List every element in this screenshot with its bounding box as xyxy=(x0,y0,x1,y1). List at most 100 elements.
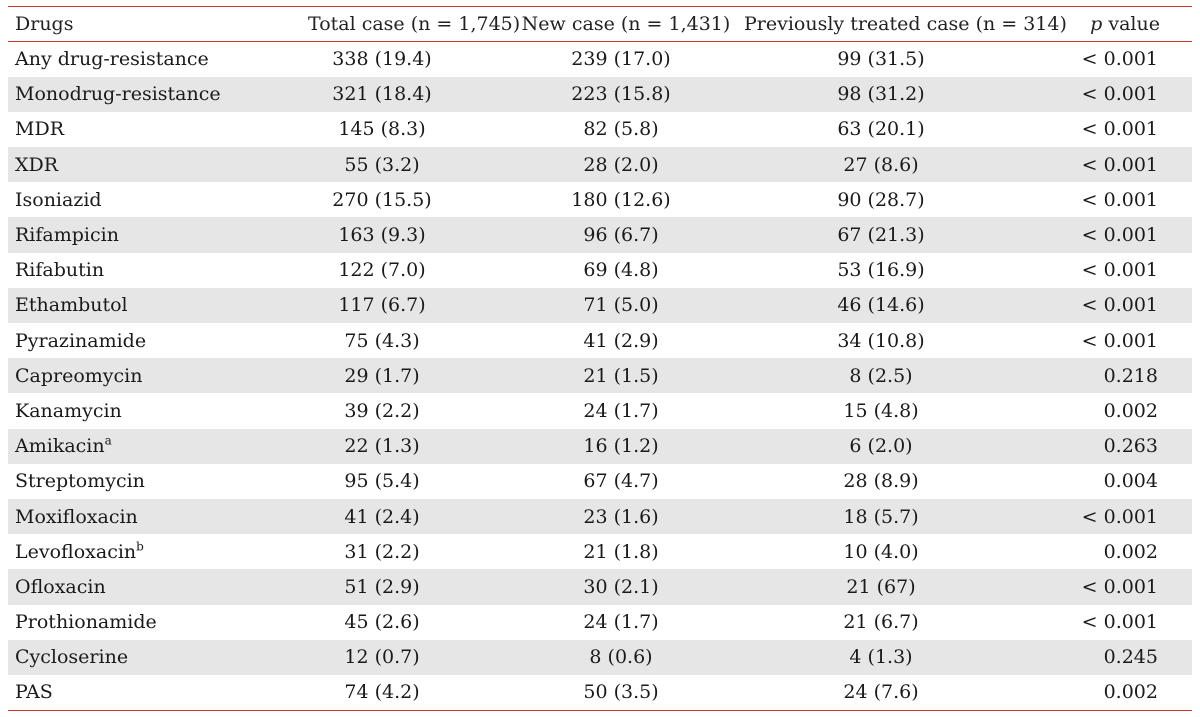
cell-drug: Rifabutin xyxy=(8,253,308,288)
cell-p-value: 0.004 xyxy=(1103,470,1158,493)
drug-name: MDR xyxy=(15,118,64,141)
cell-drug: Monodrug-resistance xyxy=(8,77,308,112)
table-row: Moxifloxacin 41 (2.4) 23 (1.6) 18 (5.7) < 0.… xyxy=(8,498,1192,535)
cell-previously-treated-case: 15 (4.8) xyxy=(843,399,919,422)
header-previously-treated-case: Previously treated case (n = 314) xyxy=(744,13,1067,35)
cell-new-case: 21 (1.5) xyxy=(583,364,659,387)
drug-name: PAS xyxy=(15,681,53,704)
drug-name: Pyrazinamide xyxy=(15,329,147,352)
cell-new-case: 67 (4.7) xyxy=(583,470,659,493)
cell-new-case: 50 (3.5) xyxy=(583,681,659,704)
cell-p-value: < 0.001 xyxy=(1081,224,1158,247)
header-row: Drugs Total case (n = 1,745) New case (n… xyxy=(8,6,1192,42)
drug-name: Capreomycin xyxy=(15,364,143,387)
cell-total-case: 95 (5.4) xyxy=(344,470,420,493)
cell-total-case: 39 (2.2) xyxy=(344,399,420,422)
drug-resistance-table-container: Drugs Total case (n = 1,745) New case (n… xyxy=(8,6,1192,711)
cell-total-case: 12 (0.7) xyxy=(344,646,420,669)
drug-name: Ethambutol xyxy=(15,294,128,317)
footnote-marker: b xyxy=(136,539,144,554)
cell-drug: Amikacina xyxy=(8,429,308,464)
cell-total-case: 75 (4.3) xyxy=(344,329,420,352)
cell-new-case: 8 (0.6) xyxy=(589,646,653,669)
cell-total-case: 74 (4.2) xyxy=(344,681,420,704)
cell-p-value: < 0.001 xyxy=(1081,611,1158,634)
cell-p-value: < 0.001 xyxy=(1081,505,1158,528)
cell-drug: Streptomycin xyxy=(8,464,308,499)
cell-total-case: 338 (19.4) xyxy=(332,48,432,71)
cell-total-case: 31 (2.2) xyxy=(344,540,420,563)
cell-total-case: 270 (15.5) xyxy=(332,188,432,211)
cell-total-case: 122 (7.0) xyxy=(338,259,426,282)
cell-drug: Levofloxacinb xyxy=(8,534,308,569)
cell-drug: PAS xyxy=(8,675,308,710)
cell-new-case: 16 (1.2) xyxy=(583,435,659,458)
cell-previously-treated-case: 28 (8.9) xyxy=(843,470,919,493)
table-row: Any drug-resistance 338 (19.4) 239 (17.0) 9… xyxy=(8,42,1192,77)
cell-previously-treated-case: 34 (10.8) xyxy=(837,329,925,352)
drug-name: Any drug-resistance xyxy=(15,48,209,71)
header-total-case: Total case (n = 1,745) xyxy=(308,13,521,35)
cell-total-case: 117 (6.7) xyxy=(338,294,426,317)
cell-drug: Any drug-resistance xyxy=(8,42,308,77)
drug-name: XDR xyxy=(15,153,59,176)
table-row: Streptomycin 95 (5.4) 67 (4.7) 28 (8.9) 0.00… xyxy=(8,464,1192,499)
table-row: XDR 55 (3.2) 28 (2.0) 27 (8.6) < 0.001 xyxy=(8,147,1192,183)
table-row: Amikacina 22 (1.3) 16 (1.2) 6 (2.0) 0.263 xyxy=(8,428,1192,464)
cell-previously-treated-case: 21 (67) xyxy=(846,575,916,598)
cell-total-case: 145 (8.3) xyxy=(338,118,426,141)
drug-name: Cycloserine xyxy=(15,646,129,669)
table-row: Kanamycin 39 (2.2) 24 (1.7) 15 (4.8) 0.002 xyxy=(8,393,1192,428)
drug-name: Kanamycin xyxy=(15,399,122,422)
cell-total-case: 41 (2.4) xyxy=(344,505,420,528)
table-row: Cycloserine 12 (0.7) 8 (0.6) 4 (1.3) 0.245 xyxy=(8,639,1192,675)
drug-name: Prothionamide xyxy=(15,611,157,634)
cell-p-value: 0.002 xyxy=(1103,399,1158,422)
cell-new-case: 24 (1.7) xyxy=(583,399,659,422)
drug-name: Ofloxacin xyxy=(15,575,106,598)
cell-previously-treated-case: 21 (6.7) xyxy=(843,611,919,634)
cell-previously-treated-case: 67 (21.3) xyxy=(837,224,925,247)
cell-previously-treated-case: 10 (4.0) xyxy=(843,540,919,563)
cell-new-case: 96 (6.7) xyxy=(583,224,659,247)
cell-previously-treated-case: 27 (8.6) xyxy=(843,153,919,176)
drug-resistance-table: Drugs Total case (n = 1,745) New case (n… xyxy=(8,6,1192,711)
cell-p-value: < 0.001 xyxy=(1081,329,1158,352)
cell-new-case: 82 (5.8) xyxy=(583,118,659,141)
cell-p-value: 0.002 xyxy=(1103,540,1158,563)
table-row: MDR 145 (8.3) 82 (5.8) 63 (20.1) < 0.001 xyxy=(8,112,1192,147)
cell-p-value: < 0.001 xyxy=(1081,188,1158,211)
cell-new-case: 69 (4.8) xyxy=(583,259,659,282)
table-row: PAS 74 (4.2) 50 (3.5) 24 (7.6) 0.002 xyxy=(8,675,1192,711)
cell-previously-treated-case: 99 (31.5) xyxy=(837,48,925,71)
cell-drug: Pyrazinamide xyxy=(8,323,308,358)
header-p-value: p value xyxy=(1032,7,1192,42)
cell-previously-treated-case: 90 (28.7) xyxy=(837,188,925,211)
cell-previously-treated-case: 63 (20.1) xyxy=(837,118,925,141)
cell-drug: MDR xyxy=(8,112,308,147)
cell-drug: XDR xyxy=(8,147,308,182)
cell-total-case: 45 (2.6) xyxy=(344,611,420,634)
cell-p-value: 0.263 xyxy=(1103,435,1158,458)
table-row: Rifabutin 122 (7.0) 69 (4.8) 53 (16.9) < 0.0… xyxy=(8,253,1192,288)
table-body: Any drug-resistance 338 (19.4) 239 (17.0) 9… xyxy=(8,42,1192,711)
cell-total-case: 55 (3.2) xyxy=(344,153,420,176)
table-row: Ethambutol 117 (6.7) 71 (5.0) 46 (14.6) < 0.… xyxy=(8,287,1192,323)
cell-total-case: 321 (18.4) xyxy=(332,83,432,106)
cell-p-value: < 0.001 xyxy=(1081,83,1158,106)
cell-previously-treated-case: 24 (7.6) xyxy=(843,681,919,704)
cell-drug: Moxifloxacin xyxy=(8,499,308,534)
table-row: Capreomycin 29 (1.7) 21 (1.5) 8 (2.5) 0.218 xyxy=(8,358,1192,394)
cell-previously-treated-case: 46 (14.6) xyxy=(837,294,925,317)
cell-p-value: < 0.001 xyxy=(1081,259,1158,282)
header-drugs: Drugs xyxy=(15,13,74,35)
cell-new-case: 28 (2.0) xyxy=(583,153,659,176)
cell-new-case: 71 (5.0) xyxy=(583,294,659,317)
cell-previously-treated-case: 6 (2.0) xyxy=(849,435,913,458)
cell-new-case: 41 (2.9) xyxy=(583,329,659,352)
cell-previously-treated-case: 4 (1.3) xyxy=(849,646,913,669)
table-row: Levofloxacinb 31 (2.2) 21 (1.8) 10 (4.0) 0.0… xyxy=(8,534,1192,569)
table-row: Pyrazinamide 75 (4.3) 41 (2.9) 34 (10.8) < 0… xyxy=(8,323,1192,358)
drug-name: Rifampicin xyxy=(15,224,119,247)
table-row: Prothionamide 45 (2.6) 24 (1.7) 21 (6.7) < 0… xyxy=(8,605,1192,640)
